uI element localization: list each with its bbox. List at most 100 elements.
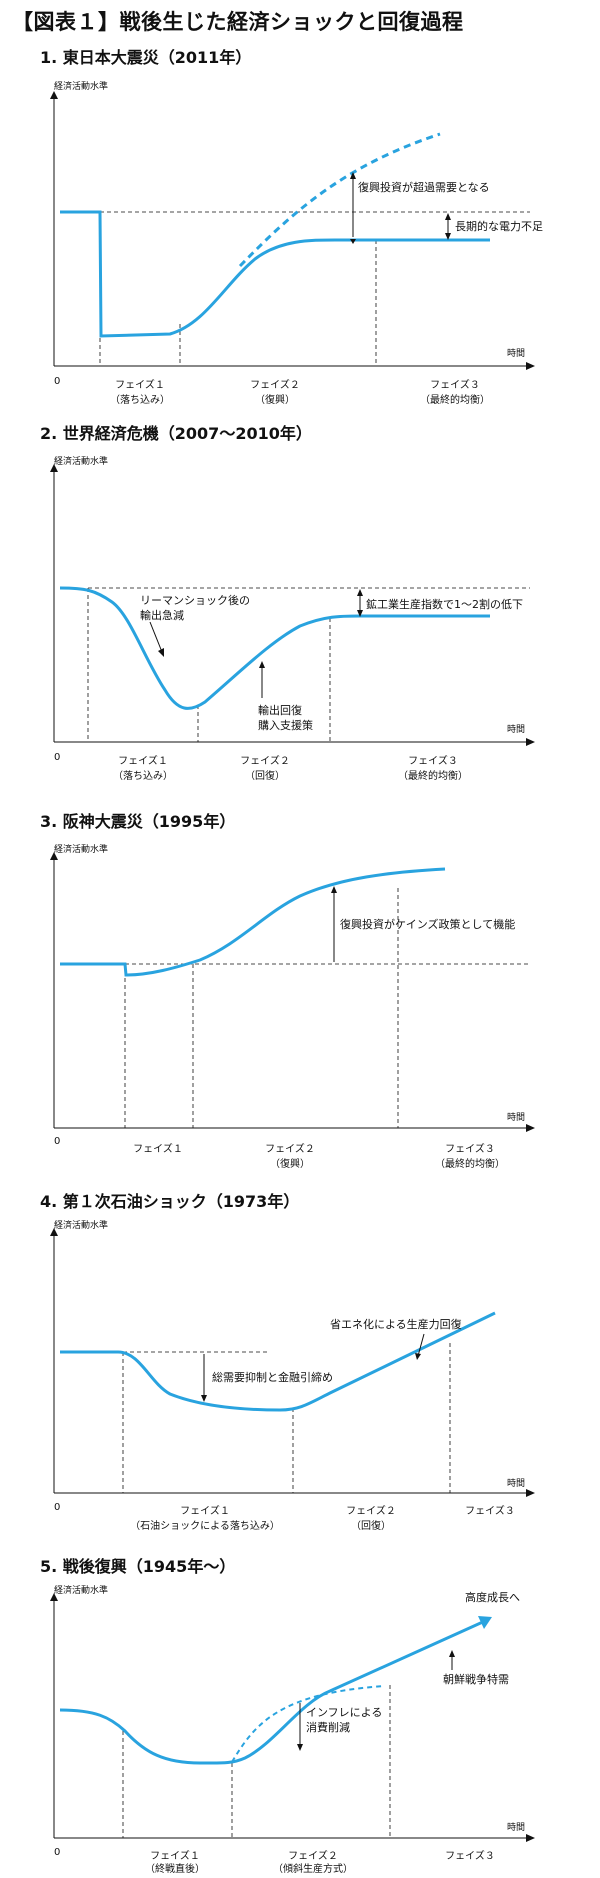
x-axis-label: 時間 [507, 724, 525, 735]
series-line-dashed [238, 132, 441, 268]
x-axis-label: 時間 [507, 348, 525, 359]
phase-label: フェイズ３ [445, 1849, 495, 1862]
figure-title: 【図表１】戦後生じた経済ショックと回復過程 [12, 10, 464, 34]
phase-sublabel: （傾斜生産方式） [273, 1862, 353, 1875]
y-axis-label: 経済活動水準 [54, 80, 108, 92]
series-line [60, 1311, 496, 1412]
y-axis-arrow [50, 91, 58, 99]
phase-label: フェイズ１ [118, 754, 168, 767]
phase-sublabel: （最終的均衡） [420, 393, 490, 406]
annotation-arrowhead [449, 1650, 455, 1657]
x-axis-label: 時間 [507, 1478, 525, 1489]
annotation-arrowhead [201, 1395, 207, 1402]
annotation-arrowhead [445, 213, 451, 220]
annotation: 鉱工業生産指数で1〜2割の低下 [366, 597, 523, 611]
series-line-dashed [231, 1685, 386, 1763]
phase-sublabel: （落ち込み） [110, 394, 170, 406]
phase-label: フェイズ１ [133, 1142, 183, 1155]
annotation: インフレによる [306, 1706, 382, 1719]
x-axis-arrow [526, 362, 535, 370]
phase-label: フェイズ３ [408, 754, 458, 767]
annotation-arrowhead [297, 1744, 303, 1751]
annotation: 復興投資が超過需要となる [358, 180, 490, 194]
chart-panel-1: 1. 東日本大震災（2011年） 経済活動水準 0 時間 復興投資が超過需要とな… [0, 44, 600, 420]
phase-sublabel: （落ち込み） [113, 770, 173, 782]
y-axis-label: 経済活動水準 [54, 455, 108, 467]
chart-svg: 経済活動水準 0 時間 復興投資がケインズ政策として機能 フェイズ１ フェイズ２… [50, 843, 535, 1170]
phase-label: フェイズ２ [265, 1142, 315, 1155]
phase-sublabel: （終戦直後） [145, 1862, 205, 1875]
x-axis-arrow [526, 738, 535, 746]
y-axis-label: 経済活動水準 [54, 1219, 108, 1231]
phase-sublabel: （回復） [351, 1519, 391, 1532]
chart-panel-4: 4. 第１次石油ショック（1973年） 経済活動水準 0 時間 総需要抑制と金融… [0, 1188, 600, 1534]
phase-label: フェイズ３ [430, 378, 480, 391]
y-axis-arrow [50, 1228, 58, 1236]
x-axis-arrow [526, 1834, 535, 1842]
annotation-arrow [417, 1333, 425, 1357]
phase-sublabel: （最終的均衡） [435, 1157, 505, 1170]
phase-label: フェイズ２ [250, 378, 300, 391]
x-axis-label: 時間 [507, 1822, 525, 1833]
annotation-arrowhead [357, 610, 363, 617]
chart-title: 1. 東日本大震災（2011年） [40, 48, 252, 67]
y-axis-arrow [50, 1593, 58, 1601]
y-axis-label: 経済活動水準 [54, 1584, 108, 1596]
series-line [60, 867, 446, 977]
origin-label: 0 [54, 1502, 60, 1513]
series-line [59, 1619, 486, 1765]
x-axis-arrow [526, 1489, 535, 1497]
phase-label: フェイズ３ [445, 1142, 495, 1155]
chart-title: 4. 第１次石油ショック（1973年） [40, 1192, 300, 1211]
annotation: 購入支援策 [258, 718, 313, 732]
phase-sublabel: （最終的均衡） [398, 769, 468, 782]
annotation: リーマンショック後の [140, 593, 250, 607]
phase-sublabel: （回復） [245, 769, 285, 782]
chart-svg: 経済活動水準 0 時間 リーマンショック後の 輸出急減 輸出回復 購入支援策 鉱… [50, 455, 535, 782]
annotation: 復興投資がケインズ政策として機能 [340, 917, 515, 931]
phase-label: フェイズ３ [465, 1504, 515, 1517]
annotation: 総需要抑制と金融引締め [212, 1370, 333, 1384]
chart-title: 3. 阪神大震災（1995年） [40, 812, 236, 831]
phase-sublabel: （復興） [270, 1157, 310, 1170]
chart-title: 2. 世界経済危機（2007〜2010年） [40, 424, 312, 443]
y-axis-arrow [50, 464, 58, 472]
chart-svg: 経済活動水準 0 時間 高度成長へ 朝鮮戦争特需 インフレによる 消費削減 フェ… [50, 1584, 535, 1875]
annotation-arrowhead [357, 589, 363, 596]
phase-label: フェイズ２ [346, 1504, 396, 1517]
phase-sublabel: （復興） [255, 393, 295, 406]
phase-label: フェイズ２ [288, 1849, 338, 1862]
chart-title: 5. 戦後復興（1945年〜） [40, 1557, 236, 1576]
annotation-arrowhead [445, 233, 451, 240]
phase-label: フェイズ１ [150, 1849, 200, 1862]
chart-panel-3: 3. 阪神大震災（1995年） 経済活動水準 0 時間 復興投資がケインズ政策と… [0, 808, 600, 1172]
annotation: 輸出回復 [258, 703, 302, 717]
chart-svg: 経済活動水準 0 時間 復興投資が超過需要となる 長期的な電力不足 フェイズ１ … [50, 80, 543, 406]
origin-label: 0 [54, 376, 60, 387]
y-axis-label: 経済活動水準 [54, 843, 108, 855]
phase-label: フェイズ２ [240, 754, 290, 767]
x-axis-arrow [526, 1124, 535, 1132]
phase-label: フェイズ１ [115, 378, 165, 391]
annotation-arrowhead [350, 239, 356, 244]
annotation: 長期的な電力不足 [455, 219, 543, 233]
annotation: 省エネ化による生産力回復 [330, 1317, 462, 1331]
annotation: 消費削減 [306, 1720, 350, 1734]
annotation-arrowhead [350, 172, 356, 179]
annotation-arrowhead [331, 886, 337, 893]
annotation: 高度成長へ [465, 1590, 520, 1604]
series-line [60, 210, 490, 338]
phase-label: フェイズ１ [180, 1504, 230, 1517]
annotation-arrowhead [158, 648, 164, 657]
series-arrowhead [478, 1616, 492, 1629]
chart-panel-2: 2. 世界経済危機（2007〜2010年） 経済活動水準 0 時間 リーマンショ… [0, 420, 600, 782]
chart-panel-5: 5. 戦後復興（1945年〜） 経済活動水準 0 時間 高度成長へ 朝鮮戦争特需… [0, 1553, 600, 1875]
annotation: 朝鮮戦争特需 [443, 1672, 509, 1686]
annotation-arrow [149, 621, 163, 653]
origin-label: 0 [54, 1847, 60, 1858]
phase-sublabel: （石油ショックによる落ち込み） [130, 1519, 280, 1532]
chart-svg: 経済活動水準 0 時間 総需要抑制と金融引締め 省エネ化による生産力回復 フェイ… [50, 1219, 535, 1532]
series-line [59, 586, 490, 710]
y-axis-arrow [50, 852, 58, 860]
annotation-arrowhead [415, 1353, 421, 1360]
